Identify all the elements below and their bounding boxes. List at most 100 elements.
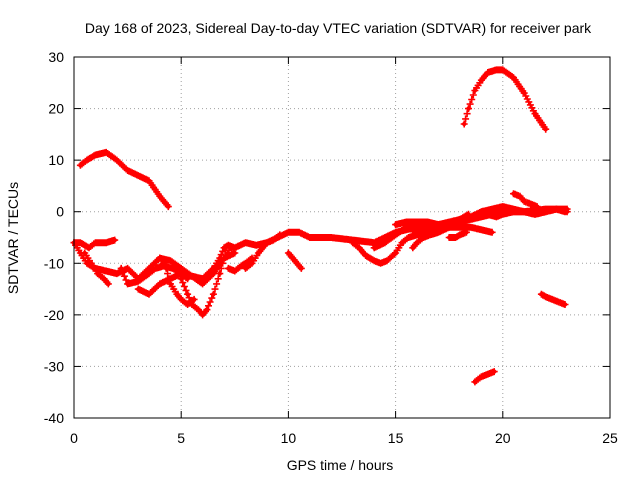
data-point xyxy=(517,194,523,199)
data-point xyxy=(350,240,355,245)
data-point xyxy=(436,222,441,227)
series-track-7 xyxy=(177,244,234,319)
data-point xyxy=(414,230,420,235)
data-point xyxy=(447,235,452,240)
data-point xyxy=(136,173,141,178)
data-point xyxy=(221,255,227,261)
data-point xyxy=(119,266,124,271)
data-point xyxy=(170,266,175,271)
data-point xyxy=(104,268,109,274)
data-point xyxy=(277,232,282,238)
data-point xyxy=(221,245,227,250)
data-point xyxy=(466,106,471,111)
data-point xyxy=(256,250,261,256)
data-point xyxy=(299,266,304,271)
data-point xyxy=(101,276,107,281)
data-point xyxy=(157,194,162,199)
data-point xyxy=(479,78,484,83)
x-tick-label: 5 xyxy=(177,430,185,446)
data-point xyxy=(232,250,237,256)
data-point xyxy=(532,111,538,116)
data-point xyxy=(114,271,120,276)
data-point xyxy=(511,191,516,196)
data-point xyxy=(485,372,490,377)
data-point xyxy=(472,88,478,93)
data-point xyxy=(479,227,484,232)
data-point xyxy=(404,225,409,230)
series-track-8 xyxy=(156,254,198,308)
data-point xyxy=(104,240,109,245)
data-point xyxy=(406,235,411,240)
series-track-15 xyxy=(402,223,434,236)
x-tick-label: 20 xyxy=(495,430,511,446)
series-track-10 xyxy=(242,231,284,272)
data-point xyxy=(427,225,433,230)
data-point xyxy=(494,214,499,220)
data-point xyxy=(562,302,568,307)
data-point xyxy=(556,299,561,305)
data-point xyxy=(457,232,463,238)
data-point xyxy=(95,271,100,276)
data-point xyxy=(511,209,516,214)
data-point xyxy=(393,222,398,227)
data-layer xyxy=(70,66,571,386)
data-point xyxy=(511,75,516,80)
data-point xyxy=(494,67,499,73)
data-point xyxy=(200,281,205,287)
x-tick-label: 15 xyxy=(388,430,404,446)
data-point xyxy=(286,250,291,256)
series-track-18 xyxy=(460,66,550,133)
y-tick-label: 30 xyxy=(48,49,64,65)
data-point xyxy=(489,206,495,212)
data-point xyxy=(294,261,300,266)
data-point xyxy=(228,245,233,250)
data-point xyxy=(226,266,231,271)
data-point xyxy=(93,240,98,245)
data-point xyxy=(286,230,291,235)
data-point xyxy=(427,232,433,238)
y-tick-label: 20 xyxy=(48,101,64,117)
data-point xyxy=(485,70,490,75)
data-point xyxy=(78,163,83,168)
data-point xyxy=(89,261,94,266)
data-point xyxy=(329,235,334,240)
y-tick-label: 0 xyxy=(56,204,64,220)
series-track-20 xyxy=(510,190,541,211)
data-point xyxy=(384,258,390,263)
data-point xyxy=(414,219,420,225)
data-point xyxy=(196,307,201,312)
y-tick-label: 10 xyxy=(48,152,64,168)
data-point xyxy=(357,245,362,250)
data-point xyxy=(421,235,426,240)
data-point xyxy=(104,150,109,155)
data-point xyxy=(296,230,302,235)
data-point xyxy=(492,369,497,374)
y-tick-label: -20 xyxy=(44,307,64,323)
data-point xyxy=(372,258,377,263)
x-tick-label: 25 xyxy=(602,430,618,446)
data-point xyxy=(166,204,171,209)
series-track-21 xyxy=(537,290,569,308)
y-tick-label: -30 xyxy=(44,358,64,374)
data-point xyxy=(382,240,388,245)
data-point xyxy=(191,297,197,302)
data-point xyxy=(528,201,533,207)
data-point xyxy=(211,292,216,297)
data-point xyxy=(363,253,368,258)
data-point xyxy=(500,67,505,73)
data-point xyxy=(232,245,237,250)
data-point xyxy=(472,379,478,385)
data-point xyxy=(114,157,120,163)
data-point xyxy=(479,209,484,214)
y-axis-title: SDTVAR / TECUs xyxy=(5,182,21,294)
data-point xyxy=(84,157,90,163)
data-point xyxy=(421,227,426,232)
data-point xyxy=(453,235,458,240)
data-point xyxy=(522,199,527,204)
data-point xyxy=(264,240,270,245)
x-axis-title: GPS time / hours xyxy=(287,457,394,473)
data-point xyxy=(457,219,463,225)
data-point xyxy=(136,286,141,292)
data-point xyxy=(393,250,398,256)
